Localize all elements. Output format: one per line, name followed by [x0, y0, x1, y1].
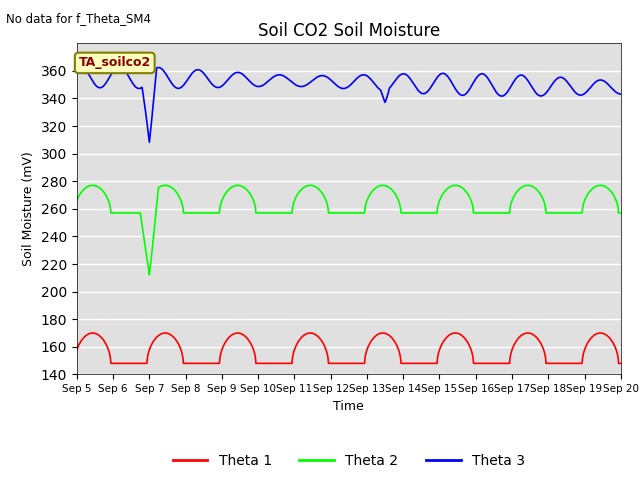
- X-axis label: Time: Time: [333, 400, 364, 413]
- Theta 2: [225, 187, 232, 192]
- Theta 1: [570, 360, 577, 366]
- Line: Theta 1: Theta 1: [77, 333, 621, 363]
- Theta 3: [508, 83, 515, 89]
- Text: No data for f_Theta_SM4: No data for f_Theta_SM4: [6, 12, 152, 25]
- Theta 3: [584, 87, 592, 93]
- Legend: Theta 1, Theta 2, Theta 3: Theta 1, Theta 2, Theta 3: [167, 448, 531, 473]
- Y-axis label: Soil Moisture (mV): Soil Moisture (mV): [22, 151, 35, 266]
- Theta 2: [584, 191, 592, 196]
- Theta 3: [365, 74, 372, 80]
- Line: Theta 3: Theta 3: [77, 66, 621, 142]
- Theta 2: [145, 272, 153, 277]
- Text: TA_soilco2: TA_soilco2: [79, 57, 151, 70]
- Theta 2: [365, 194, 372, 200]
- Theta 3: [73, 64, 81, 70]
- Theta 1: [376, 330, 384, 336]
- Theta 3: [76, 63, 84, 69]
- Theta 2: [524, 182, 532, 188]
- Theta 1: [507, 350, 515, 356]
- Theta 1: [107, 360, 115, 366]
- Theta 2: [570, 210, 577, 216]
- Theta 3: [617, 91, 625, 97]
- Theta 1: [584, 339, 592, 345]
- Theta 1: [524, 330, 532, 336]
- Theta 1: [617, 360, 625, 366]
- Theta 1: [225, 335, 232, 341]
- Title: Soil CO2 Soil Moisture: Soil CO2 Soil Moisture: [258, 22, 440, 40]
- Theta 2: [617, 210, 625, 216]
- Theta 1: [73, 347, 81, 353]
- Theta 3: [225, 75, 233, 81]
- Theta 3: [145, 139, 153, 145]
- Theta 3: [377, 87, 385, 93]
- Theta 1: [365, 343, 372, 348]
- Theta 2: [507, 201, 515, 207]
- Theta 3: [570, 87, 577, 93]
- Line: Theta 2: Theta 2: [77, 185, 621, 275]
- Theta 2: [376, 183, 384, 189]
- Theta 2: [73, 198, 81, 204]
